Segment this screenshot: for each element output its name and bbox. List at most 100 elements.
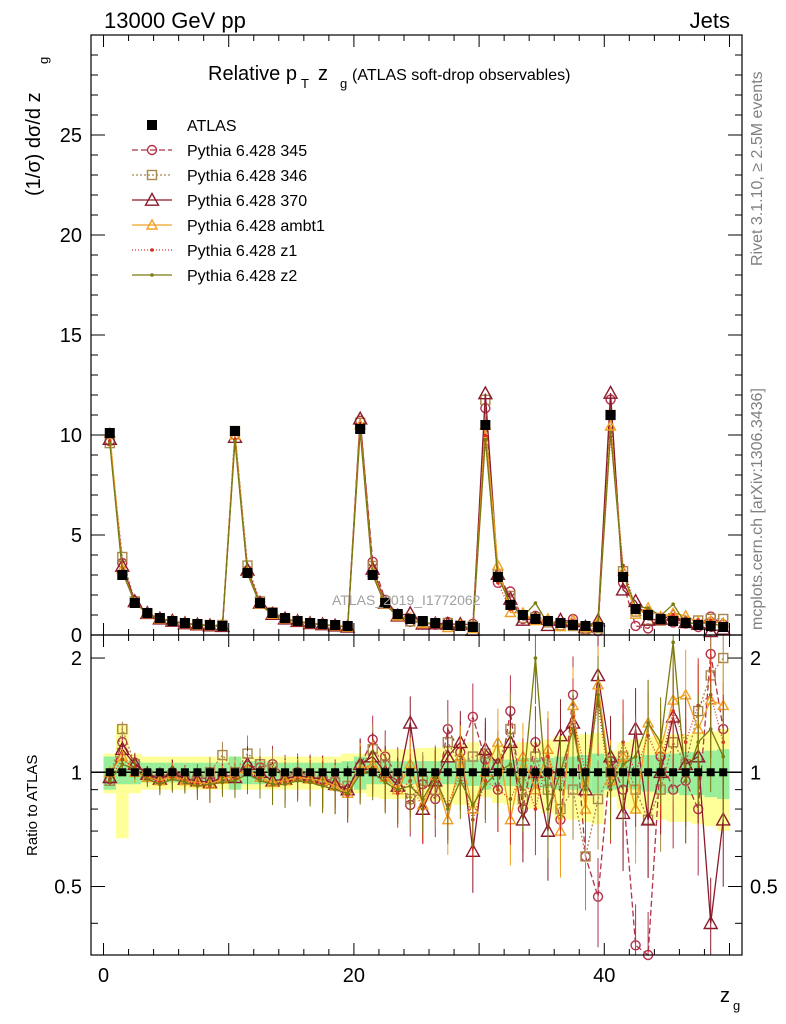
data-point-ratio bbox=[368, 768, 377, 777]
series-point-main bbox=[477, 385, 494, 400]
series-line-ratio bbox=[109, 642, 724, 811]
data-point-ratio bbox=[318, 768, 327, 777]
series-point-ratio bbox=[158, 782, 162, 787]
y-tick-label: 0 bbox=[71, 625, 82, 647]
series-point-ratio bbox=[533, 656, 538, 660]
data-point-ratio bbox=[393, 768, 402, 777]
legend-label: Pythia 6.428 370 bbox=[187, 193, 307, 210]
data-point bbox=[442, 620, 453, 630]
data-point bbox=[204, 620, 215, 630]
series-point-ratio bbox=[571, 727, 575, 731]
series-point-ratio bbox=[715, 811, 731, 826]
data-point-ratio bbox=[105, 768, 114, 777]
y-axis-label-sub: g bbox=[36, 57, 51, 64]
title-sub-g: g bbox=[340, 76, 347, 91]
title-main: Relative p bbox=[208, 63, 297, 85]
legend-label-data: ATLAS bbox=[187, 118, 237, 135]
legend-marker bbox=[145, 218, 159, 230]
series-point-ratio bbox=[658, 740, 663, 745]
data-point-ratio bbox=[719, 768, 728, 777]
data-point-ratio bbox=[168, 768, 177, 777]
data-point-ratio bbox=[644, 768, 653, 777]
data-point bbox=[643, 610, 654, 620]
data-point bbox=[693, 620, 704, 630]
data-point bbox=[593, 622, 604, 632]
data-point bbox=[718, 622, 729, 632]
series-point-ratio bbox=[117, 723, 128, 735]
title-mid: z bbox=[318, 63, 328, 85]
data-point bbox=[179, 618, 190, 628]
series-point-ratio bbox=[583, 787, 588, 792]
data-point bbox=[605, 410, 616, 420]
process-label: Jets bbox=[690, 8, 730, 33]
series-point-ratio bbox=[646, 721, 650, 725]
series-point-ratio bbox=[608, 784, 613, 788]
series-point-main bbox=[646, 606, 650, 610]
legend-marker bbox=[146, 144, 158, 156]
series-point-ratio bbox=[546, 807, 550, 811]
data-point-ratio bbox=[594, 768, 603, 777]
legend-label: Pythia 6.428 ambt1 bbox=[187, 218, 325, 235]
y-tick-label: 15 bbox=[60, 325, 82, 347]
series-point-ratio bbox=[220, 780, 225, 785]
energy-label: 13000 GeV pp bbox=[104, 8, 246, 33]
series-point-ratio bbox=[440, 748, 456, 763]
series-point-main bbox=[602, 385, 619, 399]
data-point bbox=[517, 610, 528, 620]
data-point-ratio bbox=[606, 768, 615, 777]
series-point-main bbox=[233, 439, 237, 444]
data-point bbox=[380, 598, 391, 608]
data-point bbox=[330, 620, 341, 630]
series-point-ratio bbox=[508, 762, 513, 767]
data-point-ratio bbox=[155, 768, 164, 777]
mcplots-label: mcplots.cern.ch [arXiv:1306.3436] bbox=[749, 388, 766, 630]
data-point-ratio bbox=[356, 768, 365, 777]
ratio-tick-label-right: 0.5 bbox=[750, 877, 778, 899]
data-point-ratio bbox=[681, 768, 690, 777]
legend-label: Pythia 6.428 z2 bbox=[187, 268, 297, 285]
legend-marker bbox=[150, 248, 154, 252]
data-point-ratio bbox=[706, 768, 715, 777]
data-point-ratio bbox=[531, 768, 540, 777]
series-point-ratio bbox=[233, 778, 237, 783]
rivet-label: Rivet 3.1.10, ≥ 2.5M events bbox=[749, 71, 766, 266]
series-point-ratio bbox=[533, 807, 538, 811]
data-point bbox=[367, 570, 378, 580]
series-point-ratio bbox=[596, 693, 600, 697]
data-point bbox=[117, 570, 128, 580]
series-point-ratio bbox=[458, 778, 463, 783]
legend: ATLAS Pythia 6.428 345 Pythia 6.428 346 Pyt… bbox=[132, 118, 325, 285]
chart-title: Relative p T z g (ATLAS soft-drop observ… bbox=[208, 63, 570, 91]
data-point-ratio bbox=[468, 768, 477, 777]
series-point-ratio bbox=[671, 709, 675, 713]
data-point-ratio bbox=[694, 768, 703, 777]
x-tick-label: 40 bbox=[593, 965, 615, 987]
data-point bbox=[542, 616, 553, 626]
data-point-ratio bbox=[669, 768, 678, 777]
series-point-ratio bbox=[320, 784, 325, 788]
data-point-ratio bbox=[568, 768, 577, 777]
data-point-ratio bbox=[118, 768, 127, 777]
ratio-axis-label: Ratio to ATLAS bbox=[24, 755, 41, 856]
series-point-ratio bbox=[483, 782, 488, 787]
data-point-ratio bbox=[418, 768, 427, 777]
series-point-main bbox=[671, 612, 675, 617]
data-points-layer bbox=[104, 410, 729, 777]
data-point-ratio bbox=[506, 768, 515, 777]
data-point-ratio bbox=[556, 768, 565, 777]
series-point-ratio bbox=[120, 762, 125, 767]
data-point bbox=[630, 604, 641, 614]
legend-marker bbox=[144, 192, 160, 206]
y-axis-label-main: (1/σ) dσ/d z bbox=[23, 92, 45, 196]
x-axis-label: z g bbox=[720, 985, 740, 1013]
legend-marker bbox=[146, 169, 158, 181]
data-point-ratio bbox=[481, 768, 490, 777]
data-point-ratio bbox=[543, 768, 552, 777]
data-point-ratio bbox=[518, 768, 527, 777]
series-pythia-6-428-345 bbox=[104, 394, 729, 961]
series-point-ratio bbox=[592, 891, 604, 902]
data-point bbox=[229, 426, 240, 436]
data-point-ratio bbox=[431, 768, 440, 777]
series-point-ratio bbox=[345, 791, 350, 796]
